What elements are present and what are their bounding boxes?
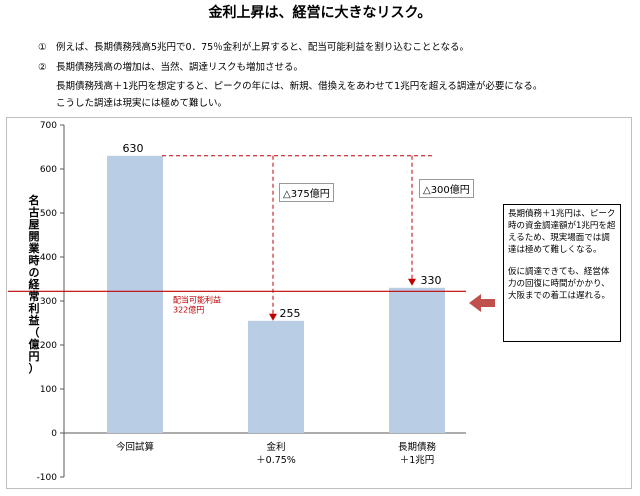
y-tick-label: 100: [40, 385, 57, 395]
page-title: 金利上昇は、経営に大きなリスク。: [208, 5, 432, 21]
bar: [107, 155, 163, 434]
note-3: 長期債務残高＋1兆円を想定すると、ピークの年には、新規、借換えをあわせて1兆円を…: [56, 81, 543, 92]
y-tick-label: 700: [40, 121, 57, 131]
y-axis-title-char: 利: [29, 301, 40, 315]
y-tick-label: -100: [37, 473, 58, 483]
explanation-text-2: 仮に調達できても、経営体力の回復に時間がかかり、大阪までの着工は遅れる。: [508, 267, 611, 301]
category-label: ＋0.75%: [256, 455, 296, 466]
note-1: ① 例えば、長期債務残高5兆円で0．75％金利が上昇すると、配当可能利益を割り込…: [38, 42, 470, 53]
y-axis-title-char: 益: [29, 313, 40, 327]
explanation-box: 長期債務＋1兆円は、ピーク時の資金調達額が1兆円を超えるため、現実場面では調達は…: [503, 204, 621, 342]
bar: [248, 320, 304, 433]
y-axis-title-char: 経: [29, 277, 41, 291]
note-4: こうした調達は現実には極めて難しい。: [56, 98, 228, 109]
y-axis-title-char: ）: [29, 362, 40, 375]
y-axis-title-char: 常: [29, 289, 40, 303]
y-axis-title-char: 業: [28, 241, 41, 255]
data-label: 630: [123, 142, 144, 155]
y-tick-label: 600: [40, 165, 57, 175]
drop-arrow-debt-head: [408, 278, 416, 286]
annotation-375: △375億円: [279, 183, 334, 202]
annotation-300: △300億円: [419, 179, 474, 198]
explanation-text-1: 長期債務＋1兆円は、ピーク時の資金調達額が1兆円を超えるため、現実場面では調達は…: [508, 209, 616, 255]
y-axis-title-char: 億: [29, 337, 40, 351]
category-label: 金利: [266, 441, 285, 453]
category-label: ＋1兆円: [400, 455, 435, 466]
y-axis-title-char: 円: [29, 350, 40, 363]
category-label: 今回試算: [116, 441, 154, 453]
y-axis-title-char: 名: [29, 193, 40, 207]
y-axis-title-char: （: [29, 326, 40, 339]
y-tick-label: 0: [51, 429, 57, 439]
y-tick-label: 300: [40, 297, 57, 307]
bar: [389, 287, 445, 433]
y-axis-title-char: 時: [29, 253, 40, 267]
note-2: ② 長期債務残高の増加は、当然、調達リスクも増加させる。: [38, 62, 304, 73]
y-axis-title-char: 屋: [29, 218, 40, 231]
chart-frame: [6, 117, 632, 489]
y-tick-label: 400: [40, 253, 57, 263]
y-tick-label: 500: [40, 209, 57, 219]
reference-value-label: 322億円: [173, 304, 204, 314]
data-label: 255: [280, 307, 301, 320]
data-label: 330: [421, 274, 442, 287]
drop-arrow-interest-head: [269, 313, 277, 321]
y-tick-label: 200: [40, 341, 57, 351]
y-axis-title-char: 古: [29, 205, 40, 219]
category-label: 長期債務: [398, 441, 437, 453]
reference-label: 配当可能利益: [173, 294, 221, 304]
y-axis-title-char: の: [29, 266, 40, 279]
pointer-arrow-icon: [469, 294, 495, 312]
y-axis-title-char: 開: [29, 230, 40, 243]
